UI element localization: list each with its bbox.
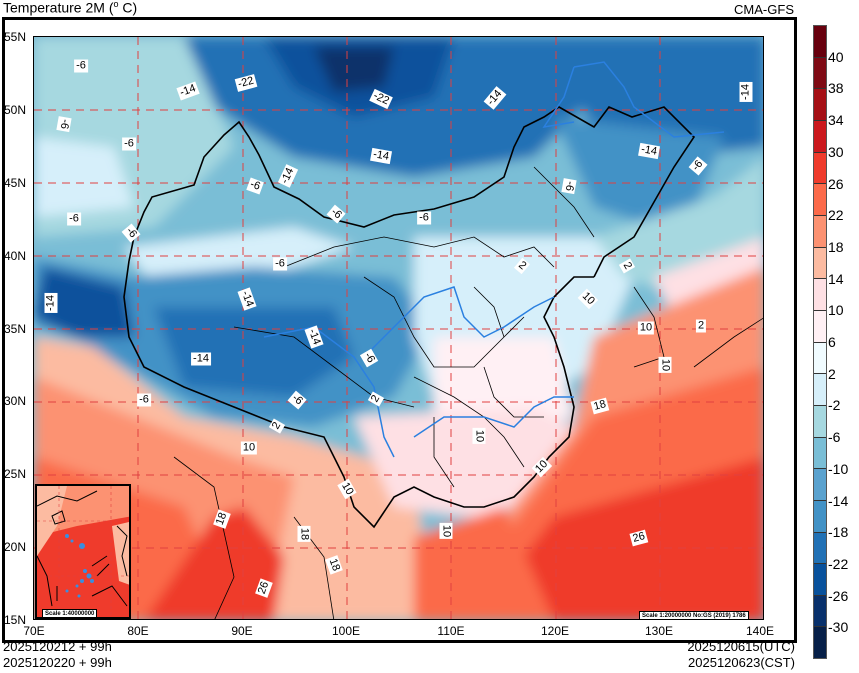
- colorbar-segment: [814, 500, 826, 533]
- colorbar-tick-label: -14: [828, 492, 849, 509]
- colorbar-segment: [814, 374, 826, 406]
- colorbar-tick-label: 26: [828, 175, 844, 192]
- lat-label-20n: 20N: [4, 540, 27, 554]
- colorbar-tick-label: -30: [828, 619, 849, 636]
- contour-label: -14: [191, 352, 211, 366]
- colorbar-segment: [814, 405, 826, 438]
- init-time-utc: 2025120212 + 99h: [3, 639, 112, 654]
- contour-label: -6: [561, 178, 577, 194]
- lon-label-140e: 140E: [745, 624, 775, 638]
- colorbar-segment: [814, 152, 826, 185]
- colorbar: [813, 25, 827, 659]
- lat-label-25n: 25N: [4, 467, 27, 481]
- lon-label-90e: 90E: [231, 624, 253, 638]
- lon-label-130e: 130E: [644, 624, 674, 638]
- lat-label-35n: 35N: [4, 322, 27, 336]
- chart-title: Temperature 2M (o C): [3, 0, 137, 16]
- colorbar-tick-label: 40: [828, 48, 844, 65]
- temperature-map: -6 -14 -22 -22 -14 -14 -6 -6 -14 -14 -6 -6 -14 -6 -6 -6…: [33, 36, 764, 620]
- colorbar-tick-label: -6: [828, 429, 841, 446]
- colorbar-segment: [814, 57, 826, 90]
- south-china-sea-inset: Scale 1:40000000: [35, 484, 131, 619]
- colorbar-segment: [814, 215, 826, 248]
- colorbar-tick-label: -2: [828, 397, 841, 414]
- colorbar-tick-label: 22: [828, 207, 844, 224]
- lon-label-80e: 80E: [127, 624, 149, 638]
- colorbar-tick-label: 10: [828, 302, 844, 319]
- title-text: Temperature 2M (: [3, 0, 114, 16]
- colorbar-segment: [814, 437, 826, 470]
- colorbar-tick-label: -26: [828, 587, 849, 604]
- lon-label-70e: 70E: [23, 624, 45, 638]
- lon-label-110e: 110E: [437, 624, 465, 638]
- contour-label: -14: [739, 82, 753, 102]
- title-unit: C): [118, 0, 138, 16]
- colorbar-tick-label: 14: [828, 270, 844, 287]
- lat-label-30n: 30N: [4, 394, 27, 408]
- colorbar-tick-label: 30: [828, 143, 844, 160]
- colorbar-segment: [814, 469, 826, 501]
- lon-label-100e: 100E: [331, 624, 361, 638]
- lat-label-55n: 55N: [4, 30, 27, 44]
- contour-label: 10: [637, 321, 655, 335]
- valid-time-utc: 2025120615(UTC): [687, 639, 795, 654]
- contour-label: -6: [74, 59, 88, 73]
- colorbar-segment: [814, 184, 826, 216]
- contour-label: 18: [297, 525, 311, 543]
- colorbar-tick-label: 38: [828, 80, 844, 97]
- lat-label-45n: 45N: [4, 176, 27, 190]
- contour-label: 2: [695, 319, 707, 333]
- colorbar-segment: [814, 310, 826, 343]
- colorbar-segment: [814, 342, 826, 375]
- colorbar-segment: [814, 627, 826, 659]
- contour-label: -6: [417, 211, 431, 225]
- colorbar-segment: [814, 120, 826, 153]
- contour-label: -6: [56, 116, 72, 132]
- colorbar-segment: [814, 279, 826, 311]
- lat-label-15n: 15N: [4, 613, 27, 627]
- init-time-cst: 2025120220 + 99h: [3, 655, 112, 670]
- contour-label: -6: [273, 257, 287, 271]
- colorbar-tick-label: 6: [828, 334, 836, 350]
- contour-label: -6: [67, 212, 81, 226]
- plot-frame: [2, 17, 797, 643]
- colorbar-segment: [814, 532, 826, 565]
- colorbar-segment: [814, 89, 826, 121]
- colorbar-tick-label: 2: [828, 365, 836, 382]
- main-scale-label: Scale 1:20000000 No:GS (2019) 1786: [639, 611, 749, 619]
- contour-label: 10: [240, 441, 258, 455]
- inset-scale-label: Scale 1:40000000: [42, 609, 98, 617]
- colorbar-tick-label: 34: [828, 112, 844, 129]
- colorbar-segment: [814, 247, 826, 280]
- colorbar-segment: [814, 26, 826, 58]
- model-source: CMA-GFS: [734, 2, 794, 17]
- colorbar-tick-label: -18: [828, 524, 849, 541]
- contour-label: -6: [122, 137, 136, 151]
- lat-label-50n: 50N: [4, 103, 27, 117]
- colorbar-segment: [814, 564, 826, 596]
- contour-label: 10: [658, 356, 672, 374]
- national-border: [123, 106, 696, 529]
- degree-sign: o: [113, 0, 119, 9]
- lat-label-40n: 40N: [4, 249, 27, 263]
- lon-label-120e: 120E: [540, 624, 570, 638]
- colorbar-tick-label: -10: [828, 460, 849, 477]
- contour-label: -6: [137, 393, 151, 407]
- inset-map: [37, 486, 129, 617]
- valid-time-cst: 2025120623(CST): [688, 655, 795, 670]
- province-borders: [173, 166, 763, 619]
- contour-label: 10: [439, 522, 453, 540]
- colorbar-tick-label: 18: [828, 238, 844, 255]
- colorbar-tick-label: -22: [828, 555, 849, 572]
- contour-label: -14: [44, 293, 58, 313]
- contour-label: 10: [472, 427, 486, 445]
- temperature-field: [34, 37, 763, 619]
- colorbar-segment: [814, 595, 826, 628]
